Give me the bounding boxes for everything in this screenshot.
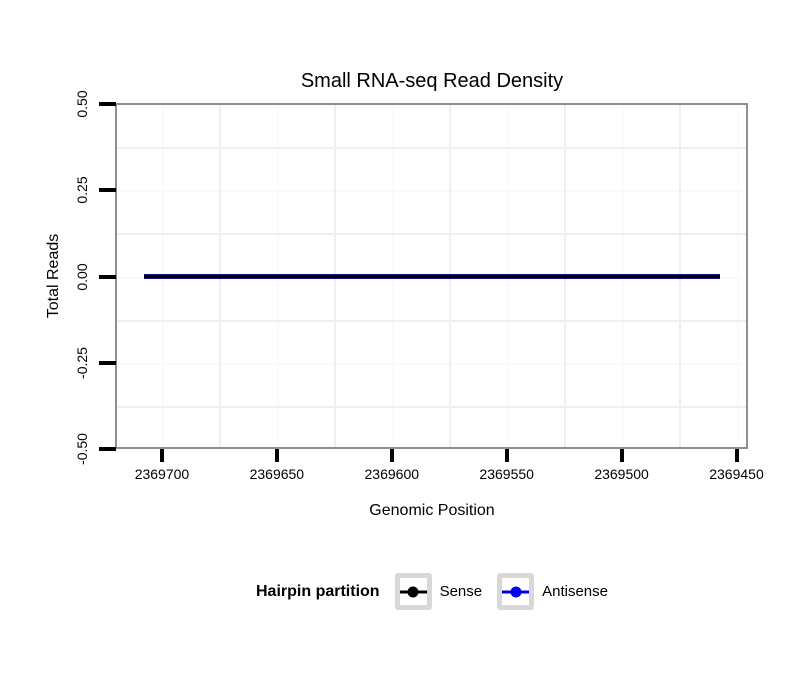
legend-label-antisense: Antisense [542,583,608,600]
sense-point-swatch-icon [407,586,419,597]
x-axis-tick [734,449,739,462]
x-tick-label: 2369450 [709,466,764,482]
x-tick-label: 2369500 [594,466,649,482]
x-tick-label: 2369600 [364,466,420,482]
y-axis-title: Total Reads [45,233,62,319]
y-axis-tick [99,274,116,279]
x-axis-tick [159,449,164,462]
x-axis-tick [274,449,279,462]
legend-entry-antisense: Antisense [497,573,608,610]
gridline-y-major [117,362,746,365]
y-axis-tick [99,447,116,451]
y-tick-label: 0.00 [74,262,90,291]
y-tick-label: -0.25 [74,346,90,379]
gridline-y-minor [117,233,746,236]
gridline-y-minor [117,319,746,322]
legend: Hairpin partition Sense Antisense [116,573,748,610]
chart-title: Small RNA-seq Read Density [300,70,564,92]
gridline-y-minor [117,147,746,150]
legend-title: Hairpin partition [256,582,380,600]
x-axis-title: Genomic Position [369,502,495,519]
y-tick-label: 0.25 [74,176,90,204]
legend-label-sense: Sense [439,583,483,600]
sense-series-line [143,275,721,278]
x-tick-label: 2369700 [134,466,190,482]
gridline-y-major [117,190,746,193]
legend-key-antisense [497,573,535,610]
y-axis-tick [99,188,116,193]
x-axis-tick [504,449,509,462]
x-axis-tick [389,449,394,462]
x-tick-label: 2369550 [479,466,534,482]
y-axis-tick [99,360,116,365]
x-axis-tick [619,449,624,462]
gridline-y-minor [117,405,746,408]
gridline-x-major [736,105,739,447]
legend-key-sense [394,573,432,610]
antisense-point-swatch-icon [510,586,522,597]
x-tick-label: 2369650 [249,466,305,482]
y-axis-tick [99,102,116,106]
legend-entry-sense: Sense [394,573,483,610]
y-tick-label: -0.50 [74,433,90,465]
y-tick-label: 0.50 [74,90,90,118]
